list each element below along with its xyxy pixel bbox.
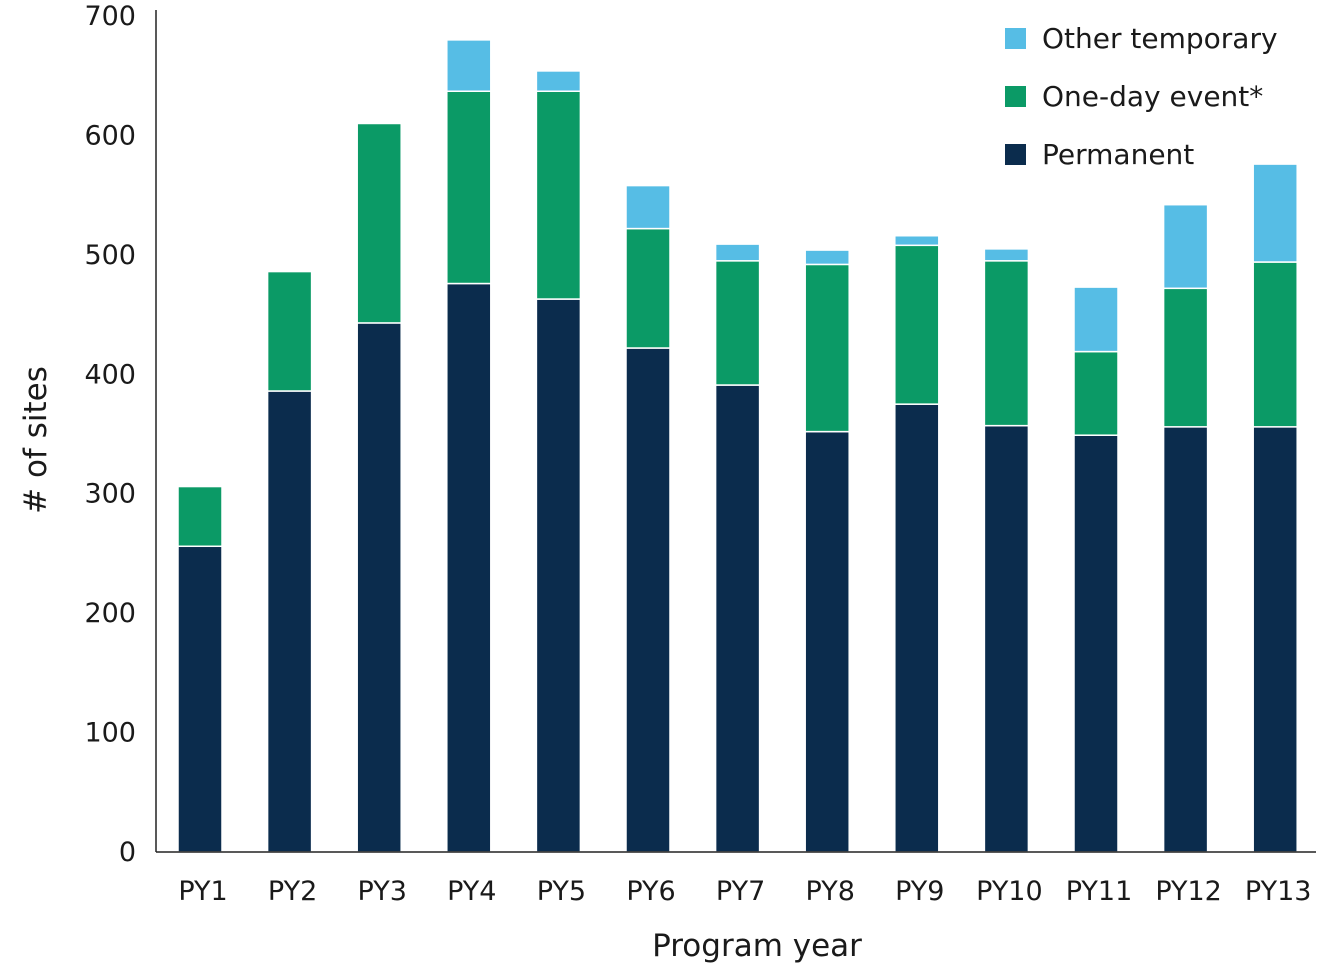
x-tick-label-py1: PY1 [178, 876, 227, 907]
bar-stack-py6 [625, 184, 671, 853]
bar-permanent-py10 [983, 424, 1030, 853]
bar-other-temporary-py13 [1252, 163, 1298, 263]
bar-stack-py13 [1252, 163, 1298, 853]
bar-stack-py9 [894, 234, 940, 853]
bar-permanent-py1 [177, 545, 223, 853]
legend-item-one-day-event: One-day event* [1005, 80, 1263, 113]
bar-other-temporary-py10 [983, 248, 1030, 262]
bar-other-temporary-py4 [446, 39, 492, 92]
x-axis-title: Program year [652, 928, 862, 964]
bar-permanent-py8 [804, 430, 850, 853]
bar-permanent-py9 [894, 403, 940, 853]
bar-permanent-py4 [446, 282, 492, 853]
bar-stack-py10 [983, 248, 1030, 853]
x-tick-label-py9: PY9 [895, 876, 944, 907]
bar-permanent-py2 [266, 390, 313, 853]
bar-stack-py4 [446, 39, 492, 853]
bar-permanent-py5 [535, 298, 582, 853]
bar-one-day-event-py10 [983, 260, 1030, 427]
bar-other-temporary-py9 [894, 234, 940, 247]
bar-one-day-event-py11 [1073, 350, 1119, 436]
y-tick-label-0: 0 [119, 837, 136, 868]
bar-one-day-event-py13 [1252, 261, 1298, 428]
x-tick-label-py8: PY8 [806, 876, 855, 907]
legend-label-one-day-event: One-day event* [1042, 80, 1263, 113]
legend-item-permanent: Permanent [1005, 138, 1194, 171]
bar-one-day-event-py2 [266, 270, 313, 392]
bar-stack-py5 [535, 70, 582, 853]
legend-label-other-temporary: Other temporary [1042, 22, 1278, 55]
bar-one-day-event-py4 [446, 90, 492, 285]
bar-permanent-py13 [1252, 426, 1298, 853]
bar-one-day-event-py7 [714, 260, 761, 386]
bar-other-temporary-py6 [625, 184, 671, 230]
bar-one-day-event-py12 [1162, 287, 1209, 428]
x-tick-label-py12: PY12 [1155, 876, 1222, 907]
bar-other-temporary-py5 [535, 70, 582, 92]
x-tick-label-py11: PY11 [1066, 876, 1133, 907]
y-tick-label-200: 200 [84, 598, 136, 629]
y-tick-label-100: 100 [84, 718, 136, 749]
x-tick-label-py13: PY13 [1245, 876, 1312, 907]
bar-other-temporary-py12 [1162, 203, 1209, 290]
legend-item-other-temporary: Other temporary [1005, 22, 1278, 55]
bar-one-day-event-py8 [804, 263, 850, 433]
bar-stack-py12 [1162, 203, 1209, 853]
bar-one-day-event-py6 [625, 227, 671, 349]
bar-stack-py7 [714, 243, 761, 853]
x-tick-label-py3: PY3 [358, 876, 407, 907]
bar-stack-py3 [356, 122, 402, 853]
legend-swatch-other-temporary [1005, 28, 1026, 49]
bar-permanent-py12 [1162, 426, 1209, 853]
x-tick-label-py6: PY6 [626, 876, 675, 907]
x-tick-label-py2: PY2 [268, 876, 317, 907]
bar-permanent-py3 [356, 322, 402, 853]
bar-one-day-event-py9 [894, 244, 940, 405]
legend-label-permanent: Permanent [1042, 138, 1194, 171]
bar-one-day-event-py1 [177, 485, 223, 548]
legend-swatch-one-day-event [1005, 86, 1026, 107]
bar-permanent-py6 [625, 347, 671, 853]
y-tick-label-700: 700 [84, 1, 136, 32]
y-tick-label-500: 500 [84, 240, 136, 271]
bar-permanent-py7 [714, 384, 761, 853]
x-tick-label-py10: PY10 [976, 876, 1043, 907]
y-axis-title: # of sites [18, 366, 54, 514]
x-tick-label-py7: PY7 [716, 876, 765, 907]
y-tick-label-300: 300 [84, 479, 136, 510]
x-axis-ticks: PY1 PY2 PY3 PY4 PY5 PY6 PY7 PY8 PY9 PY10 PY11 PY12 P… [178, 876, 1311, 907]
legend: Other temporary One-day event* Permanent [1005, 22, 1278, 171]
bar-permanent-py11 [1073, 434, 1119, 853]
bar-stack-py1 [177, 485, 223, 853]
y-axis-ticks: 0 100 200 300 400 500 600 700 [84, 1, 136, 868]
bar-one-day-event-py5 [535, 90, 582, 300]
bar-stack-py8 [804, 249, 850, 853]
bar-other-temporary-py7 [714, 243, 761, 262]
bar-other-temporary-py8 [804, 249, 850, 266]
bar-stack-py11 [1073, 286, 1119, 853]
legend-swatch-permanent [1005, 144, 1026, 165]
bar-stack-py2 [266, 270, 313, 853]
x-tick-label-py4: PY4 [447, 876, 496, 907]
bar-one-day-event-py3 [356, 122, 402, 324]
bar-other-temporary-py11 [1073, 286, 1119, 353]
y-tick-label-600: 600 [84, 120, 136, 151]
x-tick-label-py5: PY5 [537, 876, 586, 907]
y-tick-label-400: 400 [84, 359, 136, 390]
